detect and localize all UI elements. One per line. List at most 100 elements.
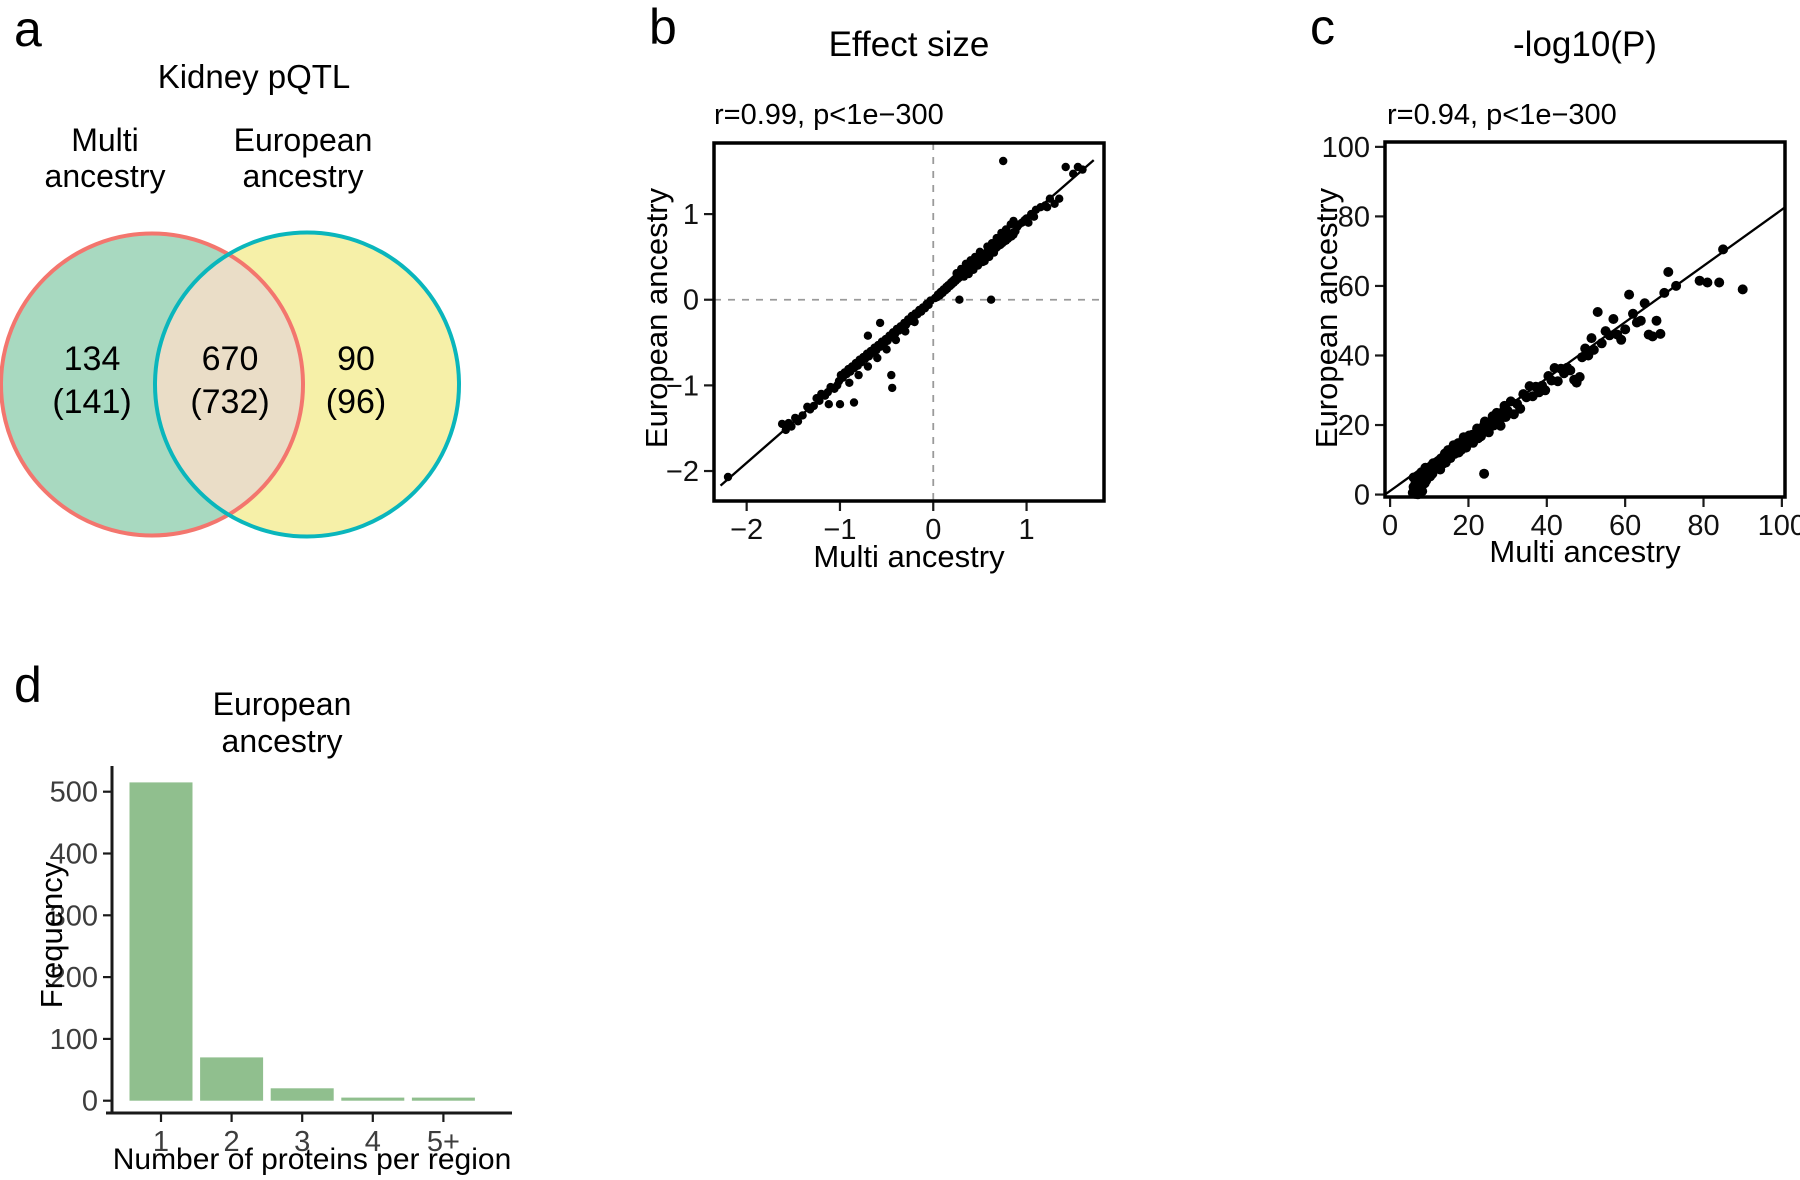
scatter-point [849, 398, 859, 407]
scatter-point [901, 327, 910, 336]
scatter-point [1540, 385, 1551, 396]
scatter-point [863, 331, 873, 340]
x-tick-label: 0 [1382, 510, 1398, 542]
scatter-point [1055, 194, 1064, 203]
scatter-point [1029, 212, 1039, 221]
scatter-point [1574, 372, 1585, 382]
scatter-point [1069, 169, 1078, 178]
log10p-annotation: r=0.94, p<1e−300 [1387, 99, 1617, 131]
scatter-point [891, 335, 901, 345]
bar [411, 1097, 475, 1101]
scatter-point [812, 394, 821, 403]
y-tick-label: 0 [82, 1086, 98, 1118]
venn-overlap-region [154, 254, 304, 515]
scatter-point [1604, 330, 1615, 341]
scatter-point [803, 402, 812, 411]
y-tick-label: 100 [1322, 132, 1370, 164]
scatter-point [1479, 468, 1490, 479]
scatter-point [1671, 280, 1682, 291]
scatter-point [1616, 334, 1627, 345]
y-tick-label: 200 [50, 962, 98, 994]
scatter-point [791, 413, 800, 423]
x-tick-label: −1 [823, 514, 856, 546]
y-tick-label: 20 [1338, 410, 1370, 442]
scatter-point [1586, 333, 1597, 344]
scatter-point [975, 247, 985, 256]
venn-title: Kidney pQTL [157, 58, 351, 95]
x-tick-label: 1 [153, 1126, 169, 1158]
plot-border [712, 141, 1106, 503]
bar [200, 1057, 264, 1101]
scatter-point [1718, 244, 1729, 255]
scatter-point [1635, 315, 1646, 326]
scatter-point [1647, 331, 1658, 342]
scatter-point [784, 418, 793, 428]
venn-diagram [0, 230, 461, 539]
scatter-point [1655, 328, 1666, 339]
venn-overlap-count-paren: (732) [190, 383, 270, 421]
scatter-point [1476, 431, 1486, 442]
plot-border [1383, 140, 1787, 499]
y-tick-label: 500 [50, 777, 98, 809]
venn-right-set-label-line1: European [233, 122, 373, 158]
x-tick-label: 2 [224, 1126, 240, 1158]
x-tick-label: 0 [925, 514, 941, 546]
y-tick-label: 300 [50, 900, 98, 932]
effect-size-title: Effect size [828, 25, 990, 64]
y-tick-label: 80 [1338, 201, 1370, 233]
venn-left-set-label-line2: ancestry [44, 158, 166, 194]
y-tick-label: 400 [50, 839, 98, 871]
scatter-point [835, 400, 845, 409]
bar-chart-x-axis-title: Number of proteins per region [112, 1143, 512, 1176]
effect-size-x-axis-title: Multi ancestry [813, 539, 1005, 574]
frequency-bar-chart: 0 100 200 300 400 500 1 2 3 4 5+ [50, 766, 512, 1158]
scatter-point [1515, 403, 1526, 414]
effect-size-scatter-plot: −2 −1 0 1 1 0 −1 −2 [666, 141, 1106, 546]
scatter-point [888, 383, 897, 393]
scatter-point [1592, 307, 1603, 317]
scatter-point [1694, 275, 1705, 286]
effect-size-annotation: r=0.99, p<1e−300 [714, 99, 944, 131]
bar-chart-title-line1: European [212, 686, 352, 722]
scatter-point [1061, 162, 1070, 172]
scatter-point [1495, 420, 1506, 431]
log10p-title: -log10(P) [1513, 25, 1657, 64]
scatter-point [824, 400, 833, 409]
scatter-point [1552, 376, 1563, 387]
log10p-x-axis-title: Multi ancestry [1489, 534, 1681, 569]
y-tick-label: 100 [50, 1024, 98, 1056]
panel-letter-a: a [14, 1, 42, 57]
scatter-point [863, 362, 873, 371]
scatter-point [1588, 344, 1599, 355]
x-tick-label: 80 [1687, 510, 1719, 542]
scatter-point [723, 472, 733, 482]
bar [129, 782, 193, 1101]
scatter-point [1024, 218, 1033, 227]
venn-left-count-paren: (141) [52, 383, 132, 421]
log10p-scatter-plot: 0 20 40 60 80 100 0 20 40 60 80 100 [1322, 132, 1800, 542]
scatter-point [986, 295, 996, 304]
venn-right-count-paren: (96) [325, 383, 387, 421]
y-tick-label: 60 [1338, 271, 1370, 303]
bar-chart-title-line2: ancestry [221, 723, 343, 759]
scatter-point [1427, 468, 1438, 479]
venn-left-count-main: 134 [63, 340, 121, 378]
y-tick-label: −2 [666, 456, 699, 488]
venn-left-set-label-line1: Multi [71, 122, 139, 158]
scatter-point [882, 345, 891, 354]
venn-left-circle-outline [0, 231, 305, 538]
venn-left-count: 134 (141) [10, 338, 174, 424]
scatter-point [887, 370, 896, 380]
x-tick-label: −2 [730, 514, 763, 546]
scatter-point [1491, 407, 1502, 418]
scatter-point [1461, 442, 1472, 453]
bar [270, 1088, 334, 1101]
scatter-point [873, 353, 882, 363]
scatter-point [1663, 267, 1674, 277]
scatter-point [798, 411, 807, 420]
bar [341, 1097, 405, 1101]
scatter-point [999, 156, 1008, 166]
y-tick-label: 1 [683, 199, 699, 231]
x-tick-label: 3 [294, 1126, 310, 1158]
